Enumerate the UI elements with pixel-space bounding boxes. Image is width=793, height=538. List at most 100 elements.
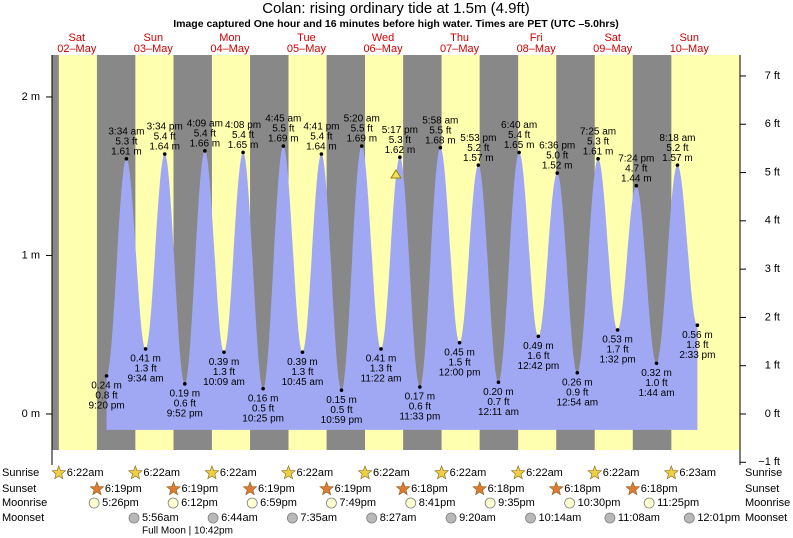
sunrise-icon bbox=[204, 465, 220, 480]
moonset-icon bbox=[128, 512, 140, 524]
tide-value-label: 1.61 m bbox=[111, 146, 142, 157]
tide-point bbox=[654, 361, 659, 366]
tide-value-label: 1.65 m bbox=[228, 140, 259, 151]
sunset-time: 6:18pm bbox=[564, 483, 601, 495]
day-name: Sat bbox=[69, 32, 86, 44]
tide-value-label: 1.57 m bbox=[662, 153, 693, 164]
tide-time: 10:59 pm bbox=[321, 415, 363, 426]
tide-value-label: 0.16 m bbox=[248, 393, 279, 404]
tide-ft-label: 0.6 ft bbox=[409, 402, 431, 413]
y-tick-label: 0 m bbox=[22, 408, 40, 420]
sunrise-icon bbox=[510, 465, 526, 480]
day-date: 10–May bbox=[670, 43, 710, 55]
tide-point bbox=[104, 374, 109, 378]
sunrise-time: 6:22am bbox=[220, 467, 257, 479]
sunset-icon bbox=[165, 481, 181, 496]
y2-tick-label: −1 ft bbox=[758, 456, 780, 468]
tide-point bbox=[457, 340, 462, 345]
day-name: Tue bbox=[297, 32, 316, 44]
y2-tick-label: 4 ft bbox=[765, 215, 780, 227]
sunset-icon bbox=[472, 481, 488, 496]
tide-value-label: 0.41 m bbox=[366, 354, 397, 365]
day-date: 02–May bbox=[57, 43, 97, 55]
tide-time: 12:00 pm bbox=[439, 367, 481, 378]
tide-time: 3:34 am bbox=[108, 126, 144, 137]
row-label: Sunrise bbox=[745, 467, 782, 479]
tide-point bbox=[183, 382, 187, 386]
tide-point bbox=[517, 150, 521, 155]
row-label: Sunset bbox=[2, 483, 36, 495]
tide-point bbox=[496, 380, 501, 385]
tide-time: 9:20 pm bbox=[88, 401, 124, 412]
tide-value-label: 0.39 m bbox=[287, 357, 318, 368]
tide-time: 12:54 am bbox=[556, 397, 598, 408]
day-date: 04–May bbox=[210, 43, 250, 55]
tide-value-label: 0.56 m bbox=[682, 330, 713, 341]
sunset-icon bbox=[319, 481, 335, 496]
tide-ft-label: 1.6 ft bbox=[527, 351, 549, 362]
tide-value-label: 1.64 m bbox=[149, 142, 180, 153]
tide-time: 5:17 pm bbox=[382, 125, 418, 136]
tide-point bbox=[300, 350, 305, 354]
moonrise-time: 6:12pm bbox=[181, 497, 218, 509]
tide-point bbox=[675, 163, 680, 167]
tide-ft-label: 5.4 ft bbox=[194, 128, 216, 139]
tide-ft-label: 0.5 ft bbox=[330, 405, 352, 416]
tide-ft-label: 5.0 ft bbox=[546, 151, 568, 162]
moonset-time: 12:01pm bbox=[697, 512, 740, 524]
tide-point bbox=[319, 152, 324, 156]
sunset-time: 6:18pm bbox=[411, 483, 448, 495]
tide-ft-label: 1.5 ft bbox=[448, 357, 470, 368]
day-name: Mon bbox=[219, 32, 240, 44]
moonrise-icon bbox=[564, 497, 576, 509]
tide-time: 9:34 am bbox=[128, 374, 164, 385]
moonrise-icon bbox=[88, 497, 100, 509]
tide-ft-label: 5.4 ft bbox=[232, 130, 254, 141]
tide-point bbox=[281, 144, 286, 148]
day-name: Thu bbox=[450, 32, 469, 44]
moonrise-time: 7:49pm bbox=[339, 497, 376, 509]
tide-time: 11:22 am bbox=[361, 374, 402, 385]
moonset-time: 5:56am bbox=[142, 512, 179, 524]
moonrise-time: 10:30pm bbox=[578, 497, 621, 509]
sunrise-time: 6:22am bbox=[603, 467, 640, 479]
row-label: Moonset bbox=[2, 512, 44, 524]
day-date: 07–May bbox=[440, 43, 480, 55]
moonset-icon bbox=[286, 512, 298, 524]
moonrise-icon bbox=[246, 497, 258, 509]
y2-tick-label: 5 ft bbox=[765, 166, 780, 178]
tide-time: 11:33 pm bbox=[399, 412, 440, 423]
tide-value-label: 0.15 m bbox=[326, 395, 357, 406]
sunset-time: 6:19pm bbox=[181, 483, 218, 495]
tide-point bbox=[222, 350, 226, 354]
sunrise-time: 6:22am bbox=[373, 467, 410, 479]
sunrise-icon bbox=[587, 465, 603, 480]
sunrise-icon bbox=[280, 465, 296, 480]
y-tick-label: 1 m bbox=[22, 249, 40, 261]
tide-point bbox=[476, 163, 481, 167]
tide-time: 10:25 pm bbox=[242, 413, 284, 424]
row-label: Moonrise bbox=[745, 497, 790, 509]
tide-ft-label: 0.9 ft bbox=[566, 387, 588, 398]
tide-value-label: 0.26 m bbox=[562, 377, 593, 388]
y2-tick-label: 1 ft bbox=[765, 360, 780, 372]
sunset-time: 6:18pm bbox=[488, 483, 525, 495]
tide-time: 7:24 pm bbox=[618, 153, 654, 164]
tide-time: 10:09 am bbox=[203, 377, 245, 388]
day-date: 09–May bbox=[593, 43, 633, 55]
sunrise-icon bbox=[663, 465, 679, 480]
tide-ft-label: 1.3 ft bbox=[370, 364, 392, 375]
y2-tick-label: 3 ft bbox=[765, 263, 780, 275]
tide-point bbox=[241, 150, 245, 155]
sunrise-time: 6:22am bbox=[143, 467, 180, 479]
sunrise-time: 6:22am bbox=[450, 467, 487, 479]
tide-point bbox=[418, 385, 422, 389]
tide-value-label: 0.32 m bbox=[641, 368, 672, 379]
tide-ft-label: 5.5 ft bbox=[429, 125, 451, 136]
y2-tick-label: 6 ft bbox=[765, 118, 780, 130]
moonset-time: 10:14am bbox=[539, 512, 582, 524]
sunrise-time: 6:23am bbox=[679, 467, 716, 479]
tide-ft-label: 1.8 ft bbox=[686, 340, 708, 351]
chart-title: Colan: rising ordinary tide at 1.5m (4.9… bbox=[262, 0, 530, 17]
tide-time: 3:34 pm bbox=[147, 122, 183, 133]
